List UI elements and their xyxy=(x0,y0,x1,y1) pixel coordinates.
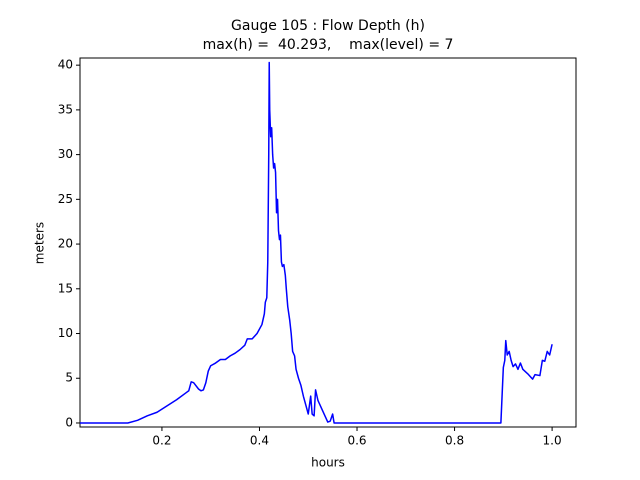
x-tick-label: 0.8 xyxy=(445,434,464,448)
chart-title: Gauge 105 : Flow Depth (h) xyxy=(231,18,425,34)
x-tick-label: 1.0 xyxy=(543,434,562,448)
y-tick-label: 35 xyxy=(58,102,73,116)
y-axis-label: meters xyxy=(33,222,47,264)
y-tick-label: 20 xyxy=(58,237,73,251)
x-tick-label: 0.6 xyxy=(347,434,366,448)
y-tick-label: 40 xyxy=(58,58,73,72)
plot-frame xyxy=(79,57,577,428)
y-tick-label: 15 xyxy=(58,281,73,295)
y-tick-label: 30 xyxy=(58,147,73,161)
y-tick-label: 5 xyxy=(65,371,73,385)
x-tick-label: 0.4 xyxy=(250,434,269,448)
y-tick-label: 25 xyxy=(58,192,73,206)
x-axis-label: hours xyxy=(311,456,345,470)
data-line xyxy=(80,61,553,424)
y-tick-label: 10 xyxy=(58,326,73,340)
x-tick-label: 0.2 xyxy=(152,434,171,448)
chart-subtitle: max(h) = 40.293, max(level) = 7 xyxy=(203,37,454,53)
y-tick-label: 0 xyxy=(65,415,73,429)
